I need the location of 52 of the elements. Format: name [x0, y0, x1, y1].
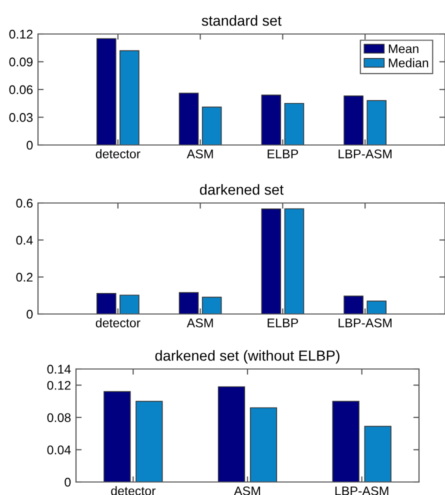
- y-tick-label: 0.12: [9, 30, 33, 39]
- y-tick-label: 0: [64, 478, 71, 487]
- y-tick-label: 0.14: [47, 364, 71, 374]
- bar: [120, 50, 140, 145]
- chart-title: darkened set: [200, 184, 284, 195]
- legend-label: Mean: [388, 44, 418, 54]
- bar: [96, 38, 116, 145]
- bar: [261, 208, 282, 314]
- bar: [96, 293, 116, 314]
- bar: [284, 208, 304, 314]
- bar: [332, 400, 360, 482]
- bar: [202, 106, 222, 145]
- bar: [202, 296, 222, 314]
- bar: [104, 391, 131, 482]
- y-tick-label: 0.08: [47, 413, 71, 422]
- bar: [120, 294, 140, 314]
- x-tick-label: detector: [96, 318, 140, 328]
- bar: [364, 426, 392, 482]
- bar: [284, 102, 304, 145]
- bar: [178, 292, 199, 314]
- x-tick-label: detector: [96, 149, 140, 158]
- x-tick-label: ASM: [186, 149, 213, 158]
- y-tick-label: 0.12: [47, 380, 71, 390]
- x-tick-label: LBP-ASM: [335, 486, 388, 495]
- legend-label: Median: [388, 58, 428, 68]
- x-tick-label: ASM: [234, 486, 260, 495]
- bar: [218, 386, 246, 482]
- x-tick-label: ELBP: [268, 150, 298, 158]
- x-tick-label: ELBP: [268, 318, 298, 328]
- y-tick-label: 0.09: [9, 58, 33, 66]
- y-tick-label: 0.03: [9, 113, 33, 122]
- x-tick-label: ASM: [186, 318, 213, 328]
- y-tick-label: 0.4: [16, 236, 33, 245]
- y-tick-label: 0: [26, 140, 33, 150]
- bar: [366, 300, 387, 314]
- bar: [136, 400, 163, 482]
- bar: [344, 96, 364, 145]
- y-tick-label: 0.2: [16, 272, 33, 282]
- bar: [366, 100, 387, 145]
- y-tick-label: 0.04: [47, 446, 71, 454]
- bar: [178, 92, 199, 145]
- y-tick-label: 0.06: [9, 85, 33, 94]
- chart-title: darkened set (without ELBP): [155, 350, 340, 364]
- x-tick-label: LBP-ASM: [338, 149, 392, 158]
- bar: [250, 407, 278, 482]
- bar: [344, 296, 364, 314]
- bar: [261, 94, 282, 145]
- y-tick-label: 0.6: [16, 198, 33, 208]
- y-tick-label: 0: [26, 310, 33, 319]
- x-tick-label: LBP-ASM: [338, 318, 392, 328]
- chart-title: standard set: [202, 15, 282, 26]
- x-tick-label: detector: [111, 486, 156, 495]
